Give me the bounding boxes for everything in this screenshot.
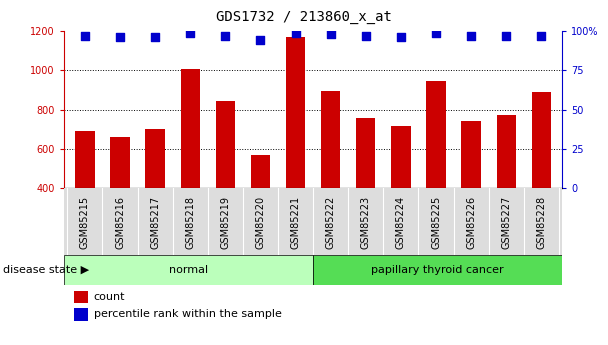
Point xyxy=(80,33,90,39)
Text: GSM85227: GSM85227 xyxy=(501,196,511,249)
Text: GSM85218: GSM85218 xyxy=(185,196,195,249)
Point xyxy=(431,30,441,36)
Text: GSM85215: GSM85215 xyxy=(80,196,90,249)
Point xyxy=(466,33,476,39)
Bar xyxy=(356,118,375,188)
Text: disease state ▶: disease state ▶ xyxy=(3,265,89,275)
Point xyxy=(150,34,160,40)
Bar xyxy=(531,92,551,188)
Bar xyxy=(497,115,516,188)
Text: GDS1732 / 213860_x_at: GDS1732 / 213860_x_at xyxy=(216,10,392,24)
Bar xyxy=(313,255,562,285)
Text: GSM85225: GSM85225 xyxy=(431,196,441,249)
Bar xyxy=(321,91,340,188)
Text: GSM85226: GSM85226 xyxy=(466,196,476,249)
Bar xyxy=(111,137,130,188)
Bar xyxy=(286,37,305,188)
Text: count: count xyxy=(94,292,125,302)
Bar xyxy=(461,120,481,188)
Text: normal: normal xyxy=(169,265,208,275)
Text: percentile rank within the sample: percentile rank within the sample xyxy=(94,309,282,319)
Bar xyxy=(74,291,88,304)
Point xyxy=(115,34,125,40)
Text: GSM85228: GSM85228 xyxy=(536,196,547,249)
Bar xyxy=(145,129,165,188)
Bar xyxy=(391,126,410,188)
Text: GSM85216: GSM85216 xyxy=(115,196,125,249)
Text: GSM85221: GSM85221 xyxy=(291,196,300,249)
Bar xyxy=(181,69,200,188)
Bar xyxy=(426,81,446,188)
Bar xyxy=(64,255,313,285)
Point xyxy=(255,38,265,43)
Point xyxy=(326,31,336,37)
Text: GSM85223: GSM85223 xyxy=(361,196,371,249)
Point xyxy=(291,30,300,36)
Point xyxy=(396,34,406,40)
Bar xyxy=(250,155,270,188)
Text: papillary thyroid cancer: papillary thyroid cancer xyxy=(371,265,504,275)
Bar xyxy=(75,130,95,188)
Point xyxy=(185,30,195,36)
Text: GSM85222: GSM85222 xyxy=(326,196,336,249)
Text: GSM85217: GSM85217 xyxy=(150,196,160,249)
Text: GSM85224: GSM85224 xyxy=(396,196,406,249)
Point xyxy=(221,33,230,39)
Bar xyxy=(74,308,88,321)
Bar xyxy=(216,101,235,188)
Point xyxy=(502,33,511,39)
Text: GSM85220: GSM85220 xyxy=(255,196,266,249)
Text: GSM85219: GSM85219 xyxy=(220,196,230,249)
Point xyxy=(536,33,546,39)
Point xyxy=(361,33,371,39)
